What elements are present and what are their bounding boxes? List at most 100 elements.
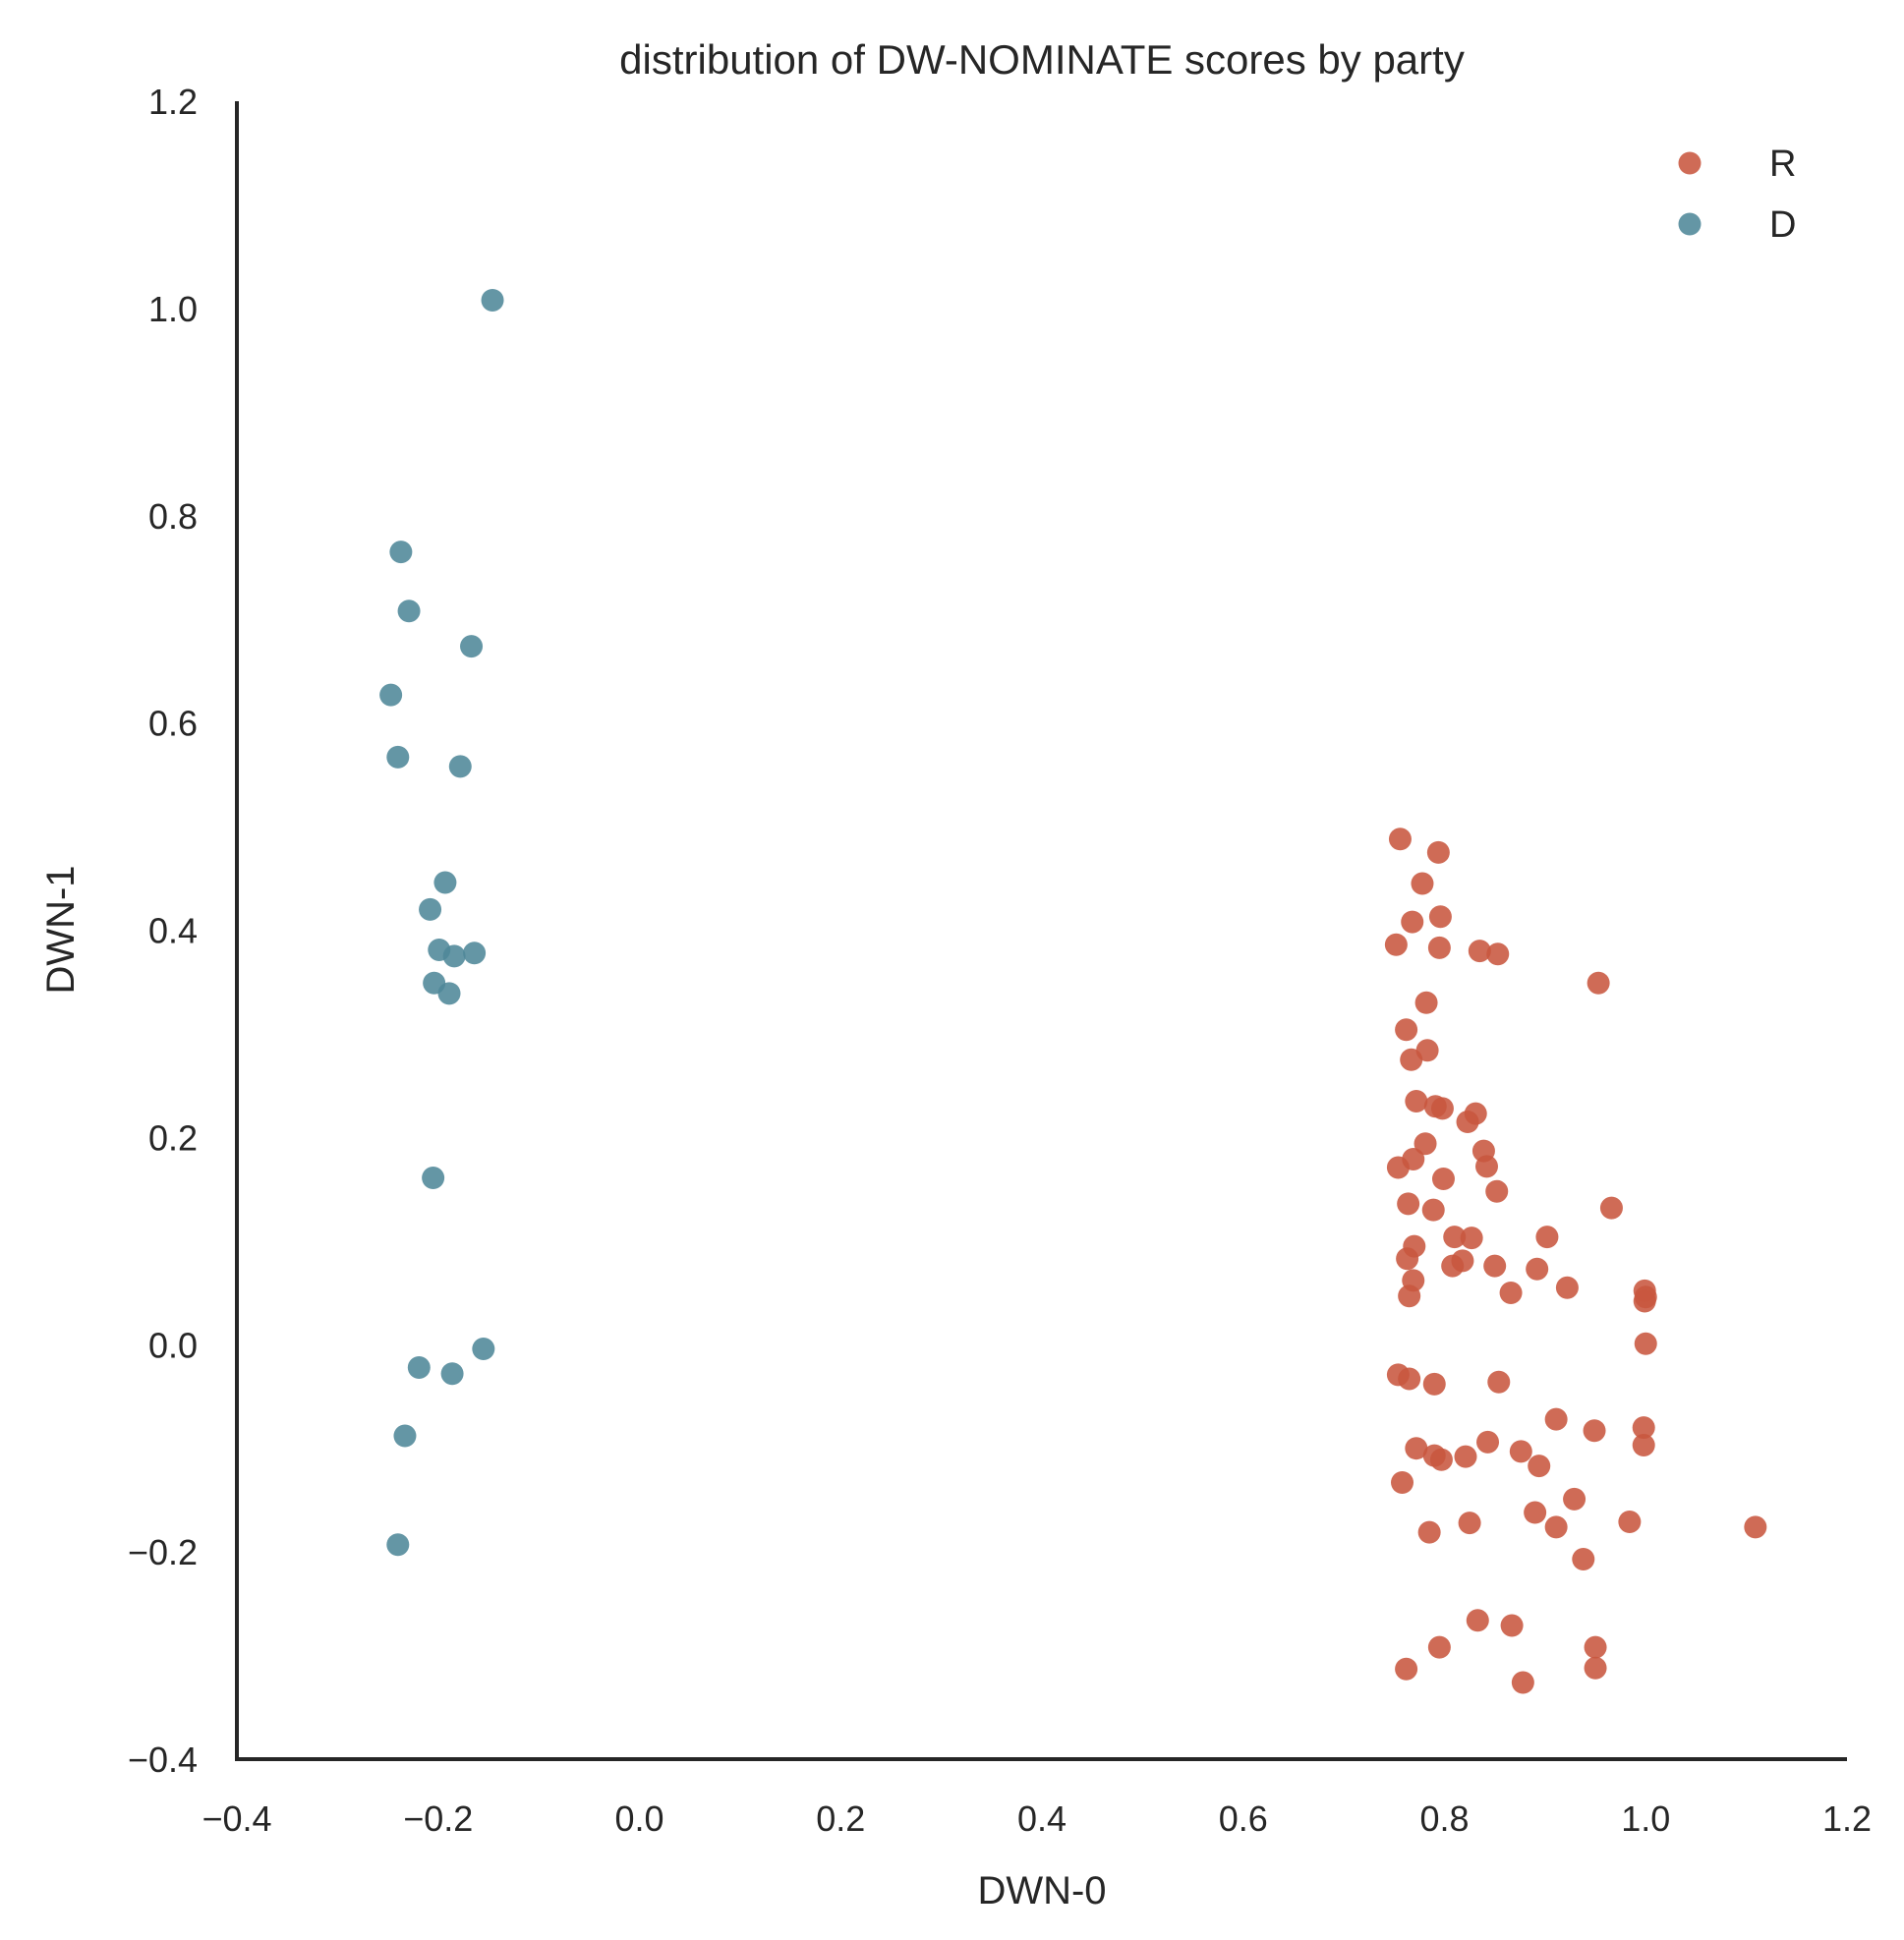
- y-tick-label: −0.4: [128, 1740, 198, 1780]
- data-point: [1572, 1548, 1595, 1571]
- y-tick-label: 1.0: [148, 289, 198, 329]
- data-point: [1634, 1332, 1657, 1355]
- data-point: [1509, 1440, 1532, 1463]
- legend: RD: [1678, 143, 1796, 246]
- data-point: [448, 755, 472, 778]
- x-tick-label: 0.6: [1219, 1798, 1268, 1839]
- data-point: [1454, 1445, 1477, 1468]
- data-point: [1411, 872, 1434, 895]
- data-point: [1427, 936, 1451, 959]
- data-point: [1405, 1089, 1428, 1113]
- data-point: [1544, 1407, 1568, 1431]
- data-point: [1386, 1156, 1410, 1179]
- x-tick-label: 1.2: [1822, 1798, 1872, 1839]
- data-point: [1544, 1515, 1568, 1539]
- data-point: [481, 288, 504, 312]
- data-point: [1555, 1276, 1579, 1299]
- data-point: [422, 1166, 445, 1189]
- data-point: [1401, 910, 1424, 934]
- data-point: [1397, 1192, 1420, 1216]
- data-point: [1415, 1039, 1439, 1062]
- data-point: [1618, 1511, 1642, 1534]
- data-point: [1499, 1282, 1523, 1305]
- data-point: [472, 1337, 495, 1360]
- data-point: [1395, 1657, 1418, 1681]
- data-point: [1430, 1097, 1454, 1120]
- data-point: [397, 599, 421, 623]
- data-point: [1633, 1289, 1656, 1313]
- y-ticks: −0.4 −0.2 0.0 0.2 0.4 0.6 0.8 1.0 1.2: [128, 82, 198, 1780]
- y-axis-label: DWN-1: [39, 865, 83, 994]
- data-point: [1427, 1635, 1451, 1659]
- data-point: [1431, 1168, 1455, 1191]
- x-tick-label: 0.0: [614, 1798, 664, 1839]
- x-ticks: −0.4 −0.2 0.0 0.2 0.4 0.6 0.8 1.0 1.2: [202, 1798, 1872, 1839]
- data-point: [1587, 971, 1610, 995]
- data-point: [1429, 1448, 1453, 1471]
- data-point: [1535, 1226, 1559, 1249]
- y-tick-label: 0.2: [148, 1117, 198, 1158]
- data-point: [1398, 1367, 1421, 1391]
- chart-title: distribution of DW-NOMINATE scores by pa…: [619, 36, 1465, 83]
- data-point: [440, 1362, 464, 1386]
- data-point: [1428, 905, 1452, 929]
- data-point: [1426, 840, 1450, 864]
- data-point: [1474, 1155, 1498, 1178]
- data-point: [1583, 1419, 1606, 1443]
- data-point: [1398, 1284, 1421, 1308]
- data-point: [1422, 1372, 1446, 1396]
- data-point: [1584, 1635, 1607, 1659]
- data-point: [1396, 1247, 1419, 1271]
- y-tick-label: 0.8: [148, 496, 198, 537]
- legend-marker: [1678, 212, 1702, 236]
- data-point: [1421, 1198, 1445, 1222]
- data-point: [1500, 1614, 1524, 1637]
- data-point: [442, 944, 466, 968]
- series-d-points: [379, 288, 504, 1557]
- y-tick-label: 0.6: [148, 704, 198, 744]
- data-point: [1391, 1470, 1414, 1494]
- data-point: [1485, 1179, 1509, 1203]
- data-point: [1528, 1455, 1551, 1478]
- data-point: [386, 1533, 410, 1557]
- data-point: [1441, 1254, 1465, 1278]
- x-tick-label: 0.8: [1419, 1798, 1469, 1839]
- data-point: [1487, 1370, 1511, 1394]
- data-point: [460, 635, 484, 658]
- data-point: [386, 745, 410, 769]
- data-point: [1388, 827, 1412, 851]
- data-point: [1563, 1487, 1587, 1511]
- y-tick-label: 1.2: [148, 82, 198, 122]
- data-point: [1476, 1430, 1500, 1454]
- data-point: [1405, 1437, 1428, 1460]
- data-point: [1526, 1257, 1549, 1281]
- data-point: [1632, 1434, 1655, 1457]
- data-point: [1468, 940, 1491, 963]
- data-point: [1414, 1132, 1437, 1156]
- x-tick-label: 0.2: [816, 1798, 865, 1839]
- legend-label: D: [1769, 204, 1796, 246]
- data-point: [1458, 1512, 1481, 1535]
- data-point: [1599, 1196, 1623, 1220]
- y-tick-label: −0.2: [128, 1532, 198, 1572]
- legend-label: R: [1769, 143, 1796, 185]
- data-point: [1384, 933, 1408, 956]
- data-point: [463, 941, 487, 965]
- x-tick-label: 1.0: [1621, 1798, 1670, 1839]
- points-layer: [379, 288, 1767, 1694]
- data-point: [1584, 1656, 1607, 1680]
- data-point: [1456, 1111, 1479, 1134]
- data-point: [1414, 991, 1438, 1014]
- data-point: [437, 982, 461, 1005]
- y-tick-label: 0.4: [148, 911, 198, 951]
- y-tick-label: 0.0: [148, 1325, 198, 1365]
- data-point: [1632, 1416, 1655, 1440]
- data-point: [1417, 1520, 1441, 1544]
- data-point: [1395, 1018, 1418, 1042]
- data-point: [379, 683, 403, 707]
- legend-marker: [1678, 151, 1702, 175]
- data-point: [419, 897, 442, 921]
- data-point: [1460, 1227, 1483, 1250]
- data-point: [433, 871, 457, 894]
